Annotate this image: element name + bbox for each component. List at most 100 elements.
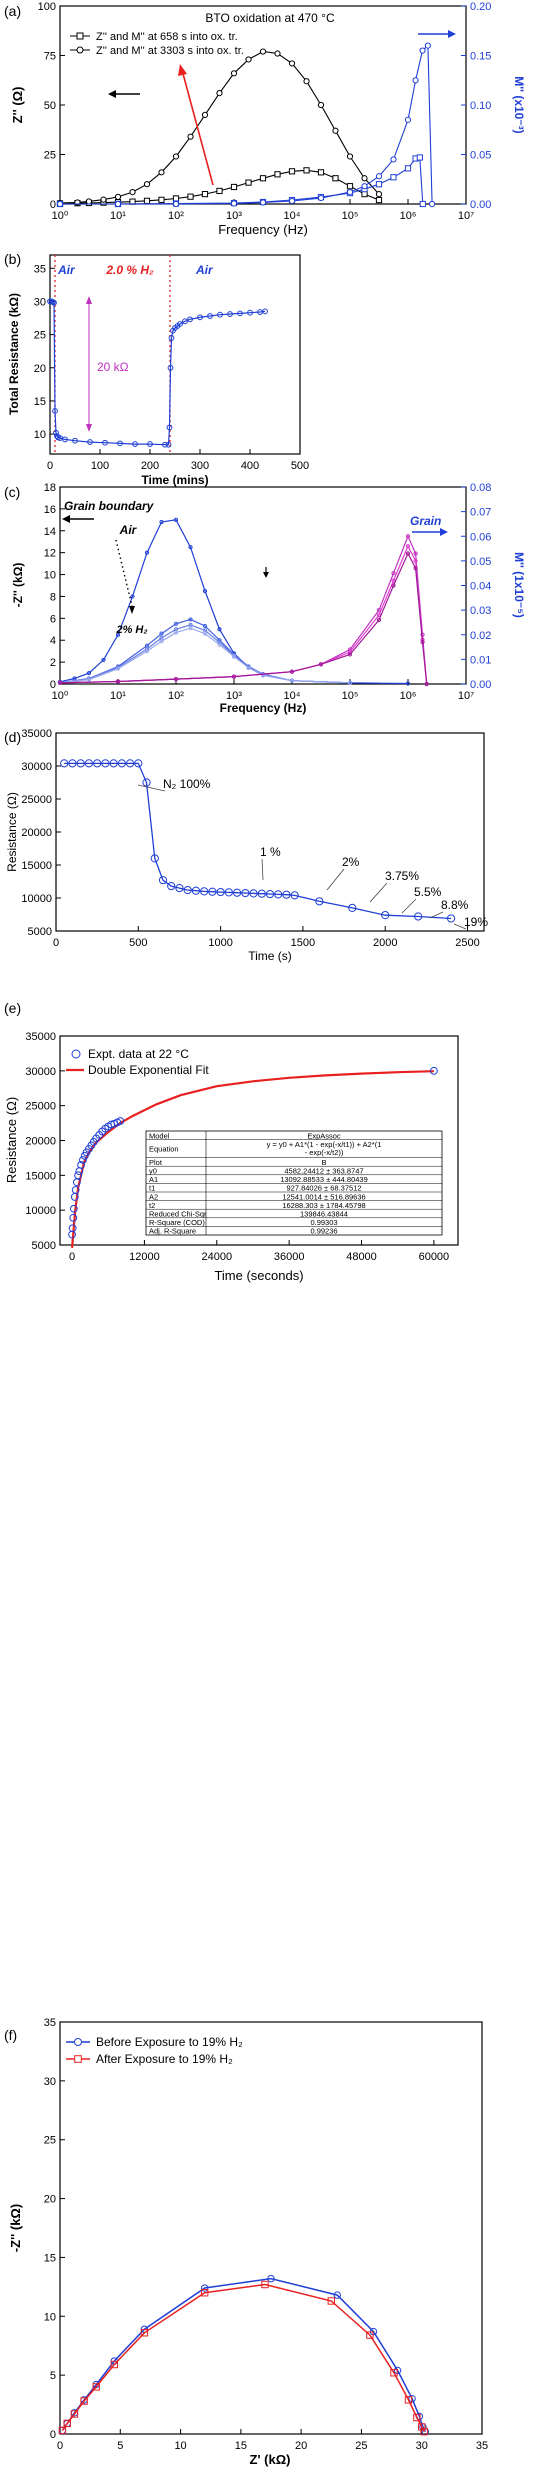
y-axis-title: Resistance (Ω): [4, 1097, 19, 1183]
fit-table-key: Equation: [149, 1145, 179, 1154]
y2-axis-label: 0.00: [470, 679, 491, 691]
data-point: [420, 2427, 428, 2436]
x-axis-title: Frequency (Hz): [220, 701, 307, 715]
data-point: [187, 133, 194, 140]
arrowhead-right: [448, 30, 456, 38]
data-point: [257, 889, 266, 898]
data-point: [274, 890, 283, 899]
annotation-concentration: 1 %: [260, 845, 281, 859]
annotation-pointer: [429, 911, 444, 919]
data-point: [237, 310, 243, 317]
fit-table-key: Model: [149, 1131, 170, 1140]
y-axis-label: 10: [44, 570, 56, 582]
data-point: [143, 197, 151, 204]
fit-table-value: - exp(-x/t2)): [305, 1148, 344, 1157]
panel-label: (e): [4, 1000, 21, 1016]
x-axis-label: 100: [91, 460, 109, 472]
fit-table-value: 12541.0014 ± 516.89636: [282, 1192, 365, 1201]
data-point: [246, 665, 251, 670]
annotation-air: Air: [195, 263, 214, 277]
data-point: [72, 437, 78, 444]
y-axis-label: 100: [38, 1, 56, 13]
data-point: [71, 1186, 80, 1194]
data-point: [117, 440, 123, 447]
data-point: [200, 887, 209, 896]
x-axis-label: 500: [129, 937, 147, 949]
fit-table-key: Adj. R-Square: [149, 1227, 196, 1236]
data-point: [245, 56, 252, 63]
y-axis-label: 0: [50, 2429, 56, 2441]
x-axis-label: 200: [141, 460, 159, 472]
x-axis-label: 10⁵: [342, 690, 359, 702]
x-axis-label: 10¹: [110, 690, 126, 702]
data-point: [200, 2289, 209, 2297]
data-point: [114, 200, 122, 208]
x-axis-label: 10⁵: [342, 210, 359, 222]
data-point: [183, 885, 192, 895]
data-point: [162, 441, 168, 448]
data-point: [56, 200, 64, 208]
x-axis-label: 25: [355, 2440, 367, 2452]
x-axis-label: 60000: [419, 1251, 450, 1263]
x-axis-title: Time (seconds): [214, 1268, 303, 1283]
y-axis-label: 15000: [21, 860, 52, 872]
series-line: [59, 50, 380, 204]
data-point: [172, 200, 180, 208]
annotation-pointer: [401, 898, 417, 914]
fit-table-key: Reduced Chi-Sqr: [149, 1210, 207, 1219]
y-axis-label: 25: [44, 150, 56, 162]
data-point: [202, 631, 208, 636]
data-point: [249, 889, 258, 898]
data-point: [375, 181, 383, 188]
panel-b: (b) 10 15 20 25 30 35 0 100 200 300 400 500 Time (min…: [4, 251, 309, 487]
data-point: [346, 183, 354, 190]
data-point: [414, 912, 423, 921]
y-axis-label: 6: [50, 613, 56, 625]
x-axis-label: 10⁷: [458, 690, 474, 702]
y-axis-label: 10000: [25, 1205, 56, 1217]
y-axis-label: 0: [50, 679, 56, 691]
data-point: [216, 187, 223, 195]
x-axis-label: 10⁶: [400, 210, 417, 222]
data-point: [259, 175, 267, 182]
data-point: [144, 649, 150, 654]
arrowhead-left: [62, 515, 70, 523]
series-line: [61, 2283, 425, 2432]
y2-axis-label: 0.20: [470, 1, 491, 13]
fit-table-value: ExpAssoc: [307, 1131, 341, 1140]
data-point: [172, 195, 180, 202]
x-axis-label: 5: [117, 2440, 123, 2452]
data-point: [290, 891, 299, 900]
y-axis-label: 25: [44, 2135, 56, 2147]
fit-line: [71, 1070, 434, 1248]
data-point: [231, 674, 237, 679]
data-point: [115, 666, 121, 671]
data-point: [92, 2383, 100, 2391]
data-point: [391, 583, 396, 588]
plot-frame: [59, 486, 467, 685]
data-point: [125, 759, 135, 768]
data-point: [424, 681, 429, 687]
arrowhead-right: [440, 528, 448, 536]
x-axis-title: Time (mins): [141, 473, 208, 487]
data-point: [117, 759, 126, 768]
y-axis-label: 10000: [21, 893, 52, 905]
panel-label: (a): [4, 3, 21, 19]
data-point: [429, 1066, 438, 1075]
fit-table-value: 139846.43844: [300, 1210, 348, 1219]
panel-f: (f) 0 5 10 15 20 25 30 35 0 5 10 15 20 25 30 35 Z' (kΩ) -Z…: [4, 2017, 488, 2467]
data-point: [102, 439, 108, 446]
x-axis-label: 10⁰: [52, 690, 69, 702]
data-point: [265, 889, 275, 899]
x-axis-label: 300: [191, 460, 209, 472]
data-point: [361, 175, 368, 182]
data-point: [86, 677, 92, 682]
data-point: [347, 680, 353, 686]
data-point: [217, 311, 223, 318]
trend-dots: [115, 539, 133, 607]
data-point: [165, 441, 172, 448]
y-axis-label: 14: [44, 526, 56, 538]
x-axis-label: 10⁴: [284, 690, 301, 702]
y-axis-label: 20: [44, 2194, 56, 2206]
y2-axis-label: 0.00: [470, 199, 491, 211]
